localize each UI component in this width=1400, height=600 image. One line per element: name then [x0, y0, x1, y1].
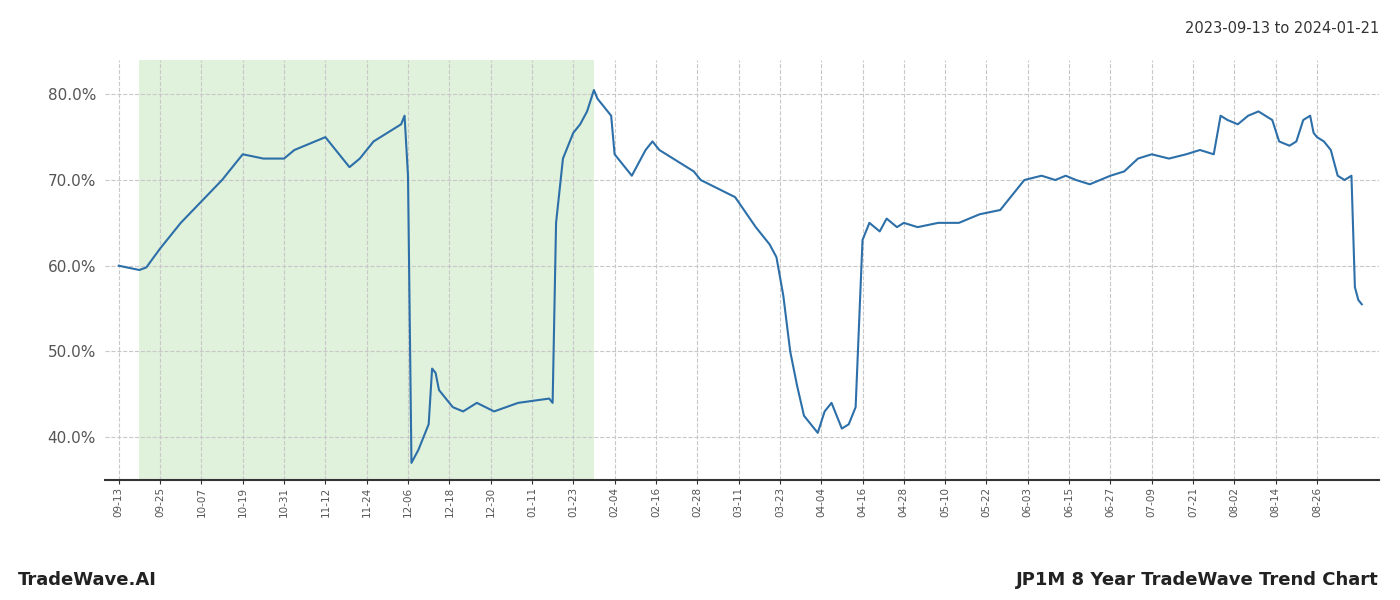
Bar: [140, 60, 594, 480]
Text: 2023-09-13 to 2024-01-21: 2023-09-13 to 2024-01-21: [1184, 21, 1379, 36]
Text: TradeWave.AI: TradeWave.AI: [18, 571, 157, 589]
Text: JP1M 8 Year TradeWave Trend Chart: JP1M 8 Year TradeWave Trend Chart: [1016, 571, 1379, 589]
